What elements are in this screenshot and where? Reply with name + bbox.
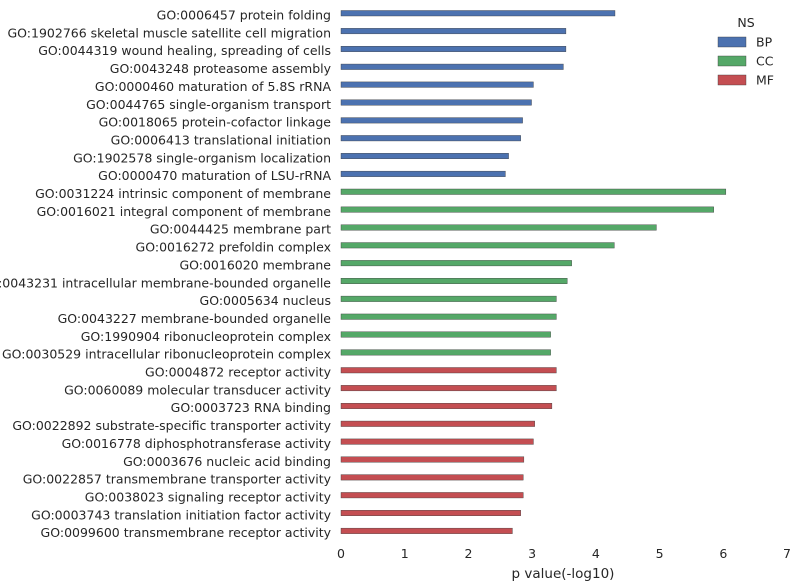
category-label: GO:0000460 maturation of 5.8S rRNA	[95, 79, 332, 94]
bar-go-0031224	[340, 188, 727, 195]
x-tick-label: 7	[783, 546, 791, 561]
category-label: GO:0016021 integral component of membran…	[37, 204, 332, 219]
category-label: GO:1990904 ribonucleoprotein complex	[81, 329, 331, 344]
bar-go-1902766	[340, 28, 567, 35]
legend-label-cc: CC	[756, 54, 774, 69]
category-label: GO:1902766 skeletal muscle satellite cel…	[7, 25, 331, 40]
bar-go-0003676	[340, 456, 525, 463]
x-tick-label: 3	[528, 546, 536, 561]
category-label: GO:0006457 protein folding	[157, 8, 331, 23]
bar-go-0038023	[340, 492, 524, 499]
bar-go-0043231	[340, 278, 568, 284]
legend: NS BP CC MF	[717, 15, 774, 88]
category-label: GO:0022892 substrate-specific transporte…	[12, 418, 331, 433]
category-label: GO:0099600 transmembrane receptor activi…	[41, 525, 332, 540]
bar-go-0022857	[340, 474, 524, 481]
bar-go-0000460	[340, 81, 534, 88]
legend-swatch-cc	[717, 55, 747, 67]
legend-label-bp: BP	[756, 35, 773, 50]
bars-group	[340, 10, 727, 534]
category-label: GO:0016020 membrane	[179, 257, 331, 272]
bar-go-0060089	[340, 385, 557, 392]
category-label: GO:0044765 single-organism transport	[86, 97, 331, 112]
bar-go-0006457	[340, 10, 616, 17]
bar-go-1990904	[340, 331, 551, 338]
bar-go-1902578	[340, 153, 509, 160]
x-axis-label: p value(-log10)	[512, 566, 615, 582]
bar-go-0016272	[340, 242, 615, 249]
bar-go-0044425	[340, 224, 657, 231]
category-label: GO:0044319 wound healing, spreading of c…	[38, 43, 331, 58]
bar-go-0043248	[340, 63, 564, 70]
bar-go-0016020	[340, 260, 572, 267]
bar-go-0022892	[340, 420, 535, 427]
legend-swatch-bp	[717, 36, 747, 48]
bar-go-0018065	[340, 117, 523, 124]
category-labels: GO:0006457 protein folding GO:1902766 ske…	[0, 8, 332, 541]
x-tick-label: 6	[719, 546, 727, 561]
bar-go-0099600	[340, 527, 513, 534]
category-label: GO:0003723 RNA binding	[171, 400, 331, 415]
category-label: GO:0043227 membrane-bounded organelle	[58, 311, 332, 326]
legend-title: NS	[737, 15, 754, 30]
category-label: GO:0006413 translational initiation	[111, 132, 331, 147]
category-label: GO:0003743 translation initiation factor…	[31, 507, 331, 522]
bar-go-0016021	[340, 206, 714, 213]
category-label: GO:0043231 intracellular membrane-bounde…	[0, 275, 331, 290]
category-label: GO:0044425 membrane part	[150, 222, 331, 237]
x-tick-labels: 0 1 2 3 4 5 6 7	[337, 546, 791, 561]
bar-go-0006413	[340, 135, 521, 142]
category-label: GO:0031224 intrinsic component of membra…	[35, 186, 331, 201]
x-tick-label: 5	[656, 546, 664, 561]
category-label: GO:0016778 diphosphotransferase activity	[62, 436, 332, 451]
category-label: GO:0018065 protein-cofactor linkage	[99, 115, 332, 130]
bar-go-0004872	[340, 367, 557, 374]
legend-label-mf: MF	[756, 73, 774, 88]
bar-go-0043227	[340, 313, 557, 320]
category-label: GO:0038023 signaling receptor activity	[85, 489, 332, 504]
category-label: GO:0003676 nucleic acid binding	[123, 454, 331, 469]
category-label: GO:0030529 intracellular ribonucleoprote…	[2, 347, 331, 362]
category-label: GO:0016272 prefoldin complex	[136, 240, 331, 255]
bar-go-0000470	[340, 170, 506, 177]
category-label: GO:0000470 maturation of LSU-rRNA	[98, 168, 331, 183]
bar-go-0003723	[340, 403, 553, 409]
bar-go-0044765	[340, 99, 532, 106]
category-label: GO:0043248 proteasome assembly	[110, 61, 332, 76]
bar-go-0005634	[340, 295, 557, 302]
bar-go-0016778	[340, 438, 534, 445]
bar-go-0003743	[340, 510, 521, 516]
category-label: GO:0022857 transmembrane transporter act…	[23, 472, 332, 487]
legend-swatch-mf	[717, 74, 747, 86]
category-label: GO:0060089 molecular transducer activity	[64, 382, 332, 397]
x-tick-label: 4	[592, 546, 600, 561]
category-label: GO:0005634 nucleus	[200, 293, 331, 308]
bar-go-0044319	[340, 46, 567, 52]
x-tick-label: 0	[337, 546, 345, 561]
category-label: GO:1902578 single-organism localization	[73, 150, 331, 165]
x-tick-label: 1	[401, 546, 409, 561]
bar-go-0030529	[340, 349, 551, 356]
x-tick-label: 2	[464, 546, 472, 561]
category-label: GO:0004872 receptor activity	[145, 365, 332, 380]
